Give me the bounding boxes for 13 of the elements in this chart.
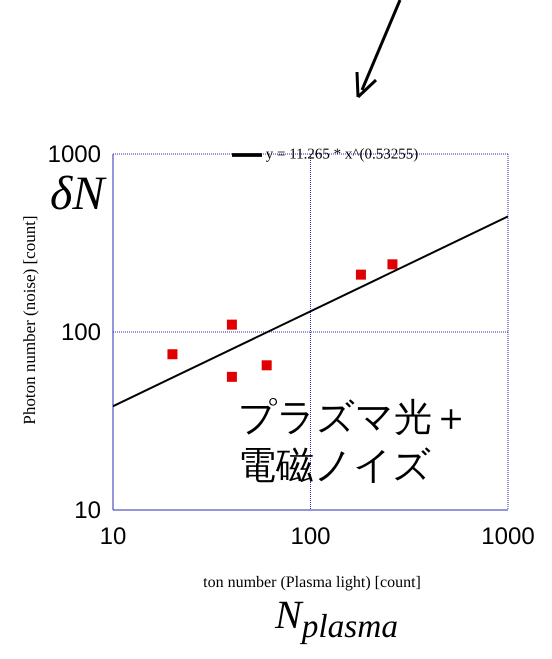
x-tick-label: 1000 (481, 523, 535, 550)
y-tick-label: 100 (60, 319, 101, 346)
x-tick-label: 100 (290, 523, 331, 550)
y-tick-label: 1000 (48, 141, 101, 168)
annotation: 電磁ノイズ (238, 443, 431, 487)
text: δN (50, 167, 104, 220)
legend-label: y = 11.265 * x^(0.53255) (266, 146, 418, 162)
annotation: プラズマ光＋ (238, 395, 470, 439)
x-tick-label: 10 (100, 523, 126, 550)
y-axis-title: Photon number (noise) [count] (20, 215, 40, 425)
text: N$_{plasma}$ (275, 592, 398, 645)
x-axis-title: ton number (Plasma light) [count] (203, 574, 421, 592)
y-tick-label: 10 (74, 497, 101, 524)
